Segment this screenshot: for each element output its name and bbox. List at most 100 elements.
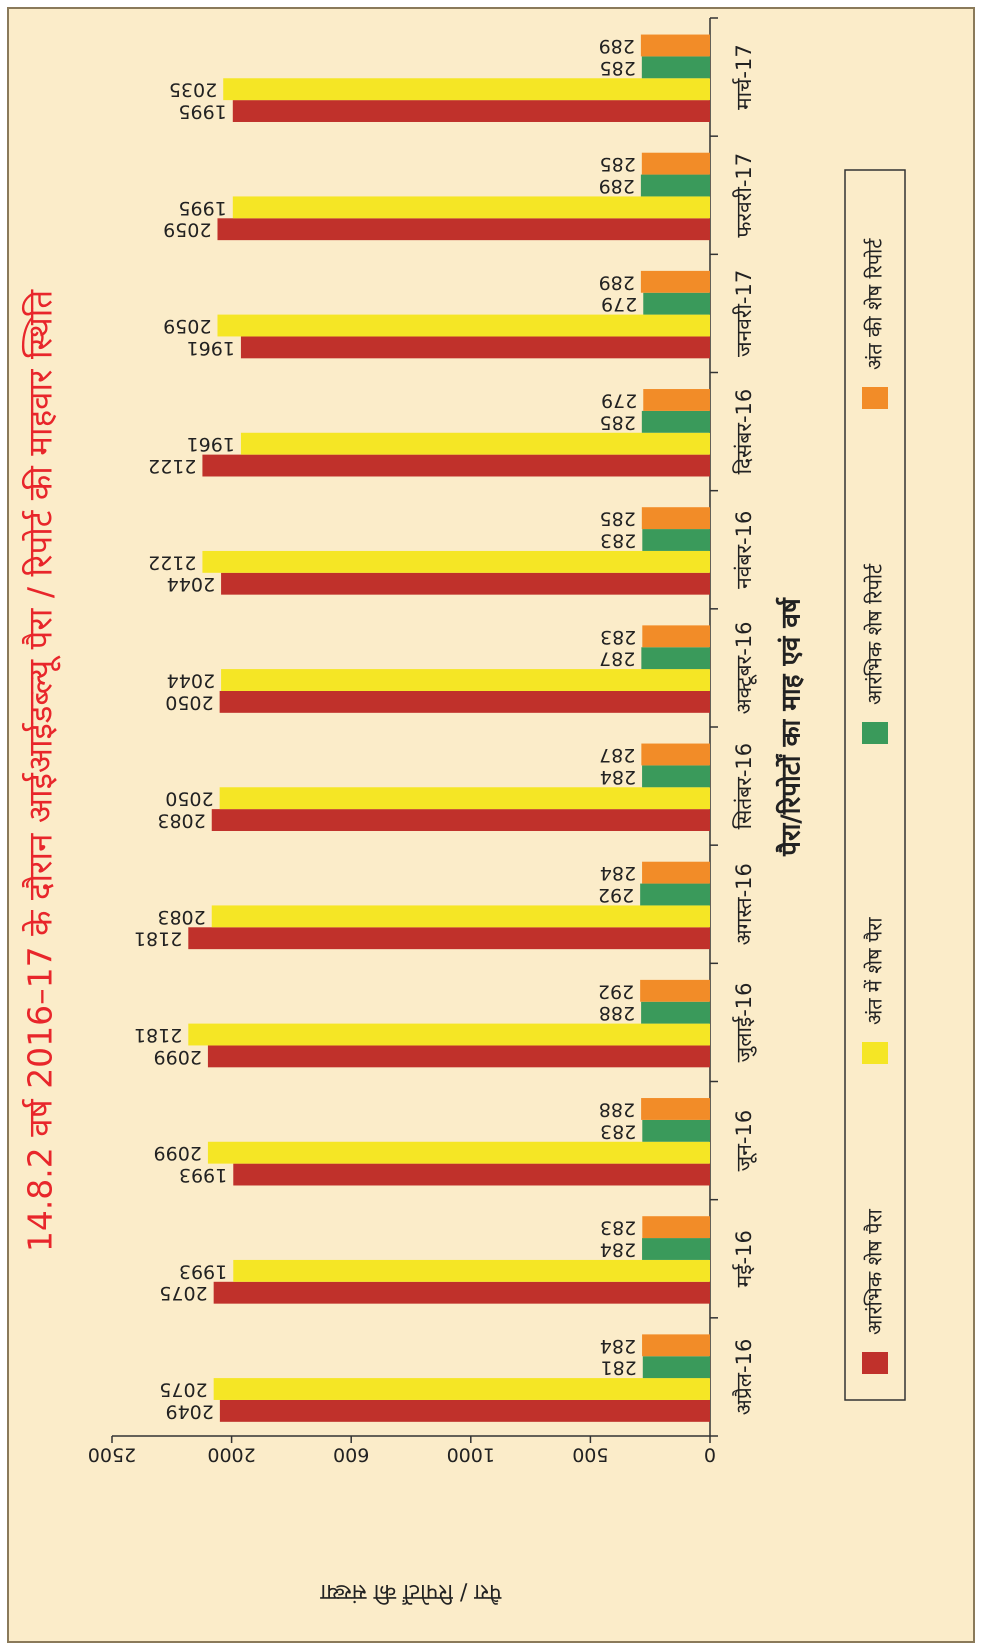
x-tick-label: अप्रैल-16	[732, 1339, 756, 1416]
value-label: 2050	[165, 691, 213, 713]
value-label: 2099	[154, 1142, 202, 1164]
value-label: 283	[600, 1217, 636, 1239]
chart-title: 14.8.2 वर्ष 2016–17 के दौरान आईआईडब्ल्यू…	[21, 289, 62, 1253]
value-label: 283	[600, 530, 636, 552]
value-label: 288	[599, 1002, 635, 1024]
bar	[640, 883, 711, 906]
value-label: 2099	[154, 1046, 202, 1068]
bar	[641, 647, 711, 670]
bar	[641, 152, 710, 175]
y-tick-label: 2500	[88, 1444, 136, 1466]
bar	[641, 507, 710, 530]
value-label: 2181	[134, 1024, 182, 1046]
value-label: 288	[599, 1098, 635, 1120]
x-tick-label: जून-16	[732, 1110, 757, 1172]
legend-label: आरंभिक शेष पैरा	[863, 1208, 887, 1335]
bar	[233, 1163, 710, 1186]
legend-swatch	[862, 722, 888, 744]
value-label: 2044	[167, 670, 215, 692]
y-tick-label: 1000	[447, 1444, 495, 1466]
bar	[641, 743, 711, 766]
value-label: 285	[600, 411, 636, 433]
bar	[642, 625, 710, 648]
legend-label: अंत की शेष रिपोर्ट	[863, 238, 887, 370]
bar	[219, 690, 710, 713]
value-label: 1961	[187, 433, 235, 455]
bar	[240, 432, 710, 455]
bar	[640, 34, 711, 57]
value-label: 2059	[163, 315, 211, 337]
value-label: 284	[600, 1239, 636, 1261]
bar	[641, 56, 710, 79]
bar	[642, 861, 710, 884]
bar	[233, 1259, 710, 1282]
bar	[188, 1023, 710, 1046]
bar	[642, 1334, 710, 1357]
x-tick-label: दिसंबर-16	[732, 389, 756, 475]
bar	[211, 809, 710, 831]
bar	[232, 196, 711, 219]
value-label: 283	[600, 626, 636, 648]
y-tick-label: 0	[704, 1444, 716, 1466]
bar	[643, 389, 710, 411]
bar	[641, 1001, 711, 1024]
value-label: 281	[601, 1357, 637, 1379]
bar	[642, 1238, 710, 1260]
value-label: 2075	[159, 1379, 207, 1401]
bar	[640, 270, 711, 293]
x-tick-label: अगस्त-16	[732, 863, 756, 945]
x-tick-label: नवंबर-16	[732, 511, 756, 589]
value-label: 279	[601, 389, 637, 411]
bar	[219, 1399, 710, 1422]
bar	[223, 78, 710, 101]
value-label: 1995	[178, 197, 226, 219]
y-tick-label: 600	[333, 1444, 369, 1466]
bar	[202, 454, 710, 477]
value-label: 285	[600, 153, 636, 175]
value-label: 2181	[134, 928, 182, 950]
bar	[211, 905, 710, 928]
value-label: 285	[600, 57, 636, 79]
value-label: 2035	[169, 79, 217, 101]
value-label: 285	[600, 508, 636, 530]
value-label: 279	[601, 293, 637, 315]
bar	[641, 410, 710, 433]
value-label: 292	[598, 884, 634, 906]
bar	[642, 765, 710, 788]
bar	[642, 1119, 710, 1142]
value-label: 2059	[163, 219, 211, 241]
bar	[641, 1098, 711, 1120]
x-tick-label: अक्टूबर-16	[732, 621, 757, 714]
bar	[217, 218, 710, 241]
chart-body: 14.8.2 वर्ष 2016–17 के दौरान आईआईडब्ल्यू…	[21, 17, 906, 1605]
legend-label: आरंभिक शेष रिपोर्ट	[863, 563, 887, 705]
y-tick-label: 500	[572, 1444, 608, 1466]
bar	[188, 927, 710, 950]
bar	[213, 1281, 710, 1304]
bar	[207, 1141, 711, 1164]
x-tick-label: मई-16	[732, 1230, 756, 1287]
bar	[207, 1045, 711, 1068]
value-label: 1993	[179, 1164, 227, 1186]
bar	[640, 979, 711, 1002]
bar	[202, 550, 710, 573]
value-label: 287	[599, 648, 635, 670]
bar	[213, 1378, 710, 1400]
value-label: 2044	[167, 573, 215, 595]
legend-box	[844, 169, 906, 1401]
value-label: 1961	[187, 337, 235, 359]
value-label: 289	[599, 271, 635, 293]
legend-swatch	[862, 1042, 888, 1064]
bar	[642, 1356, 710, 1379]
y-axis-label: पैरा / रिपोर्टों की संख्या	[320, 1579, 501, 1605]
value-label: 284	[600, 1335, 636, 1357]
value-label: 2075	[159, 1282, 207, 1304]
x-tick-label: जुलाई-16	[732, 982, 757, 1062]
value-label: 2122	[148, 455, 196, 477]
value-label: 284	[600, 862, 636, 884]
x-axis-label: पैरा/रिपोर्टों का माह एवं वर्ष	[776, 597, 807, 857]
bar	[232, 100, 711, 122]
value-label: 2049	[166, 1400, 214, 1422]
value-label: 2083	[157, 906, 205, 928]
